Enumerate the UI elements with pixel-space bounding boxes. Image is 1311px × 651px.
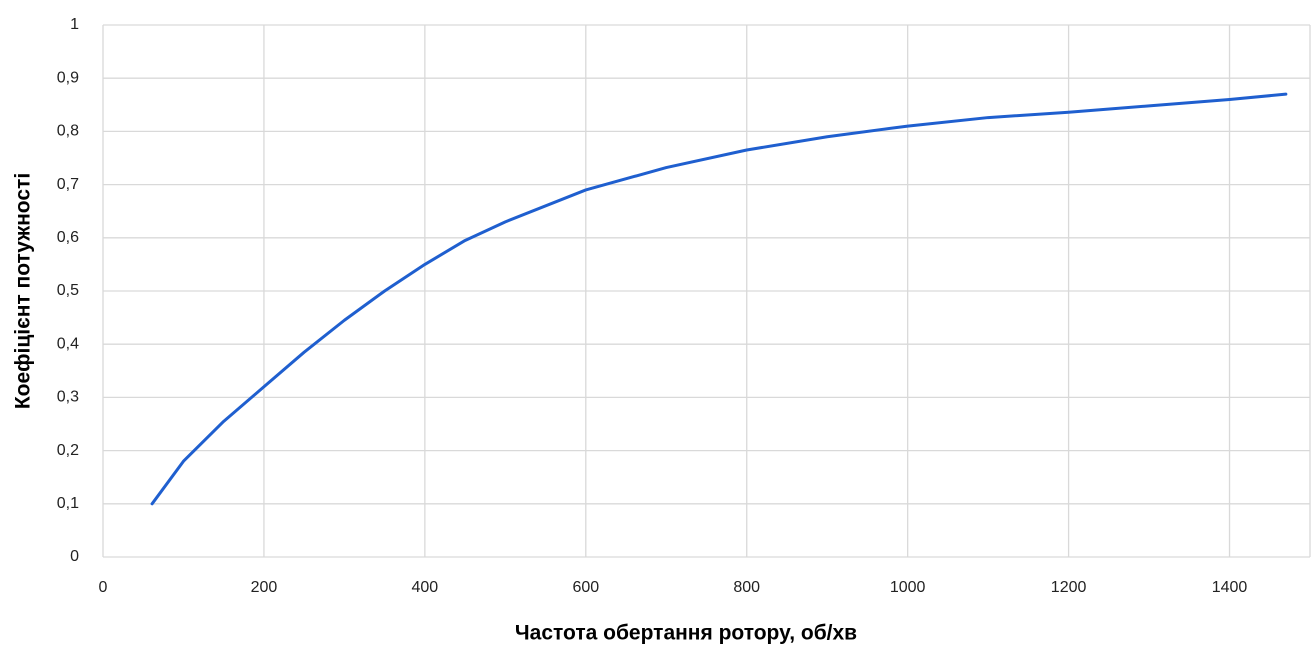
x-axis-title: Частота обертання ротору, об/хв <box>515 622 857 645</box>
y-tick-label: 0,5 <box>57 282 79 299</box>
x-tick-label: 0 <box>99 579 108 596</box>
x-tick-label: 800 <box>733 579 760 596</box>
y-axis-title: Коефіцієнт потужності <box>12 173 35 409</box>
x-tick-label: 1000 <box>890 579 926 596</box>
x-tick-label: 400 <box>412 579 439 596</box>
x-tick-label: 200 <box>251 579 278 596</box>
y-tick-label: 1 <box>70 16 79 33</box>
y-tick-label: 0,1 <box>57 495 79 512</box>
y-tick-label: 0,3 <box>57 389 79 406</box>
x-tick-label: 600 <box>572 579 599 596</box>
y-tick-label: 0,9 <box>57 69 79 86</box>
x-tick-label: 1400 <box>1212 579 1248 596</box>
y-tick-label: 0,8 <box>57 123 79 140</box>
y-tick-label: 0,4 <box>57 335 79 352</box>
data-line <box>150 92 1288 506</box>
y-tick-label: 0,6 <box>57 229 79 246</box>
x-tick-label: 1200 <box>1051 579 1087 596</box>
y-tick-label: 0,7 <box>57 176 79 193</box>
y-tick-label: 0 <box>70 548 79 565</box>
y-tick-label: 0,2 <box>57 442 79 459</box>
